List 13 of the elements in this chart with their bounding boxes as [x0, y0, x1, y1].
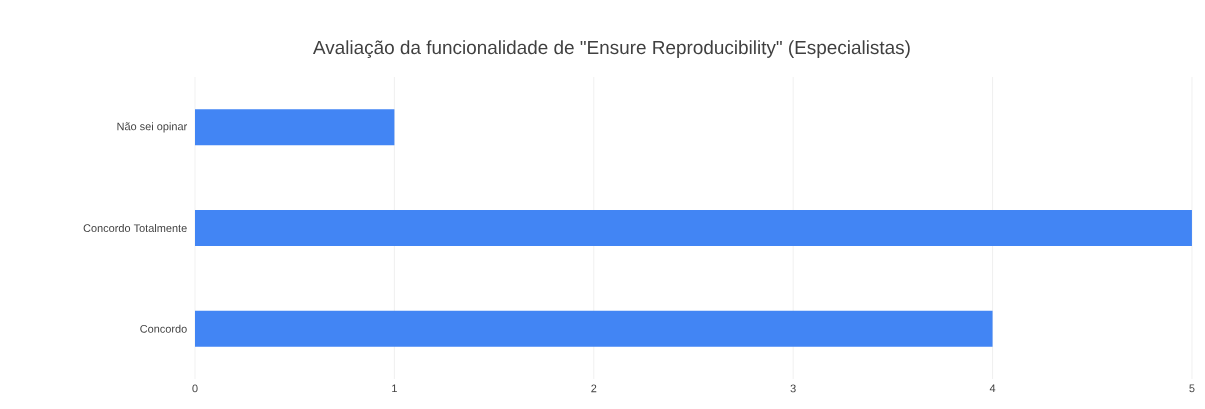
x-tick-label: 2	[591, 384, 597, 393]
x-tick-label: 1	[392, 384, 397, 393]
x-tick-label: 3	[790, 384, 796, 393]
y-tick-label: Concordo	[140, 324, 187, 333]
y-tick-label: Concordo Totalmente	[83, 223, 187, 233]
x-tick-label: 0	[192, 384, 198, 393]
bar	[195, 210, 1192, 246]
bar	[195, 109, 395, 146]
chart-title: Avaliação da funcionalidade de "Ensure Reproducibility" (Especialistas)	[312, 40, 910, 59]
y-tick-label: Não sei opinar	[117, 122, 188, 133]
x-tick-label: 4	[989, 384, 996, 393]
x-tick-label: 5	[1189, 384, 1195, 393]
bar	[195, 310, 993, 347]
